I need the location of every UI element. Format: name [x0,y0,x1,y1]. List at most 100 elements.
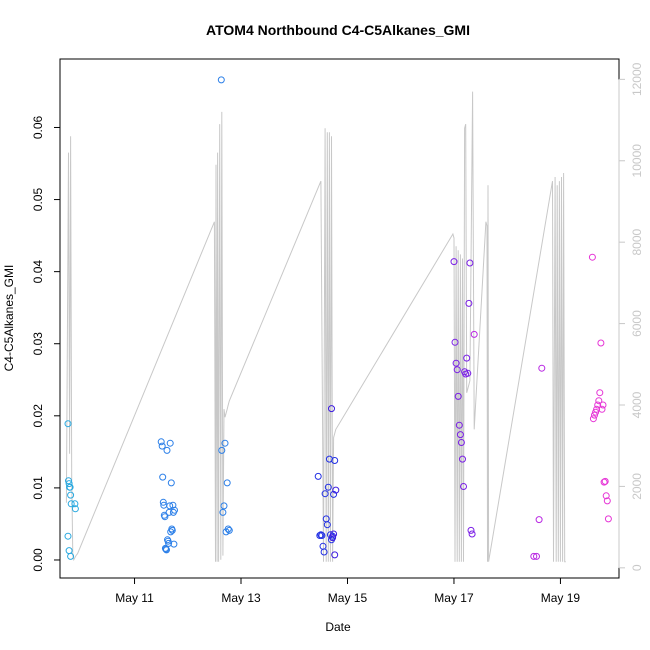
data-point [64,420,72,428]
data-point [468,530,476,538]
altitude-line-layer [65,91,566,563]
y-tick-label: 0.00 [31,548,45,572]
data-point [167,479,175,487]
data-point [64,532,72,540]
y2-axis: 0 2000 4000 6000 8000 10000 12000 [618,62,644,571]
data-point [594,401,602,409]
data-point [465,299,473,307]
y2-tick-label: 6000 [630,310,644,337]
data-point [331,551,339,559]
data-point [454,392,462,400]
data-point [597,339,605,347]
data-point [225,526,233,534]
data-point [71,505,79,513]
y2-tick-label: 12000 [630,62,644,96]
data-point [320,548,328,556]
data-point [159,473,167,481]
data-point [470,330,478,338]
data-point [464,369,472,377]
data-point [588,253,596,261]
data-point [331,457,339,464]
y2-tick-label: 8000 [630,229,644,256]
data-point [317,531,325,539]
x-tick-label: May 15 [328,591,368,605]
data-point [450,258,458,266]
data-point [600,478,608,486]
data-point [157,438,165,446]
data-point [67,552,75,560]
data-point [601,477,609,485]
data-point [593,405,601,413]
data-point [165,539,173,547]
data-point [603,497,611,505]
data-point [535,516,543,524]
y-axis-label: C4-C5Alkanes_GMI [2,265,16,372]
data-point [459,455,466,463]
y2-tick-label: 0 [630,564,644,571]
data-point [323,521,331,529]
data-point [318,532,326,539]
y-axis: 0.00 0.01 0.02 0.03 0.04 0.05 0.06 [31,115,61,572]
data-point [330,490,338,498]
y2-tick-label: 10000 [630,144,644,178]
altitude-line [65,91,566,563]
data-point [602,492,610,500]
data-point [159,498,167,506]
data-point [71,500,79,508]
data-point [321,490,329,498]
x-tick-label: May 11 [115,591,154,605]
data-point [170,540,178,548]
data-point [598,405,606,413]
data-point [589,415,597,423]
data-point [158,442,166,450]
data-point [463,354,471,362]
data-point [169,501,177,509]
data-point [530,552,538,560]
x-tick-label: May 17 [434,591,474,605]
data-point [457,439,465,446]
data-point [451,338,459,346]
x-axis-label: Date [325,620,351,634]
data-point [592,408,600,416]
y-tick-label: 0.05 [31,188,45,212]
data-point [466,259,474,267]
x-tick-label: May 19 [541,591,581,605]
y2-tick-label: 2000 [630,473,644,500]
data-point [224,525,232,533]
data-point [162,545,170,553]
data-point [596,389,604,397]
data-point [329,534,337,542]
data-point [163,546,170,554]
y-tick-label: 0.03 [31,332,45,356]
data-point [456,431,464,439]
y-tick-label: 0.06 [31,115,45,139]
data-point [221,439,229,447]
data-point [66,483,74,491]
data-point [220,502,228,510]
data-point [538,364,546,372]
data-point [67,500,75,508]
data-point [171,506,178,514]
y-tick-label: 0.04 [31,260,45,284]
data-point [467,526,475,534]
data-point [324,483,332,491]
data-point [223,479,231,487]
data-point [316,532,324,539]
data-point [328,405,335,413]
data-point [218,446,226,454]
x-axis: May 11 May 13 May 15 May 17 May 19 [115,577,581,605]
data-point [166,502,174,510]
y-tick-label: 0.01 [31,476,45,500]
data-point [460,483,467,490]
y-tick-label: 0.02 [31,404,45,428]
data-point [217,76,225,84]
data-point [604,515,612,523]
data-point [166,439,174,447]
y2-tick-label: 4000 [630,391,644,418]
chart-title: ATOM4 Northbound C4-C5Alkanes_GMI [206,22,470,38]
data-point [168,526,176,534]
data-point [452,359,460,367]
data-point [163,446,171,454]
